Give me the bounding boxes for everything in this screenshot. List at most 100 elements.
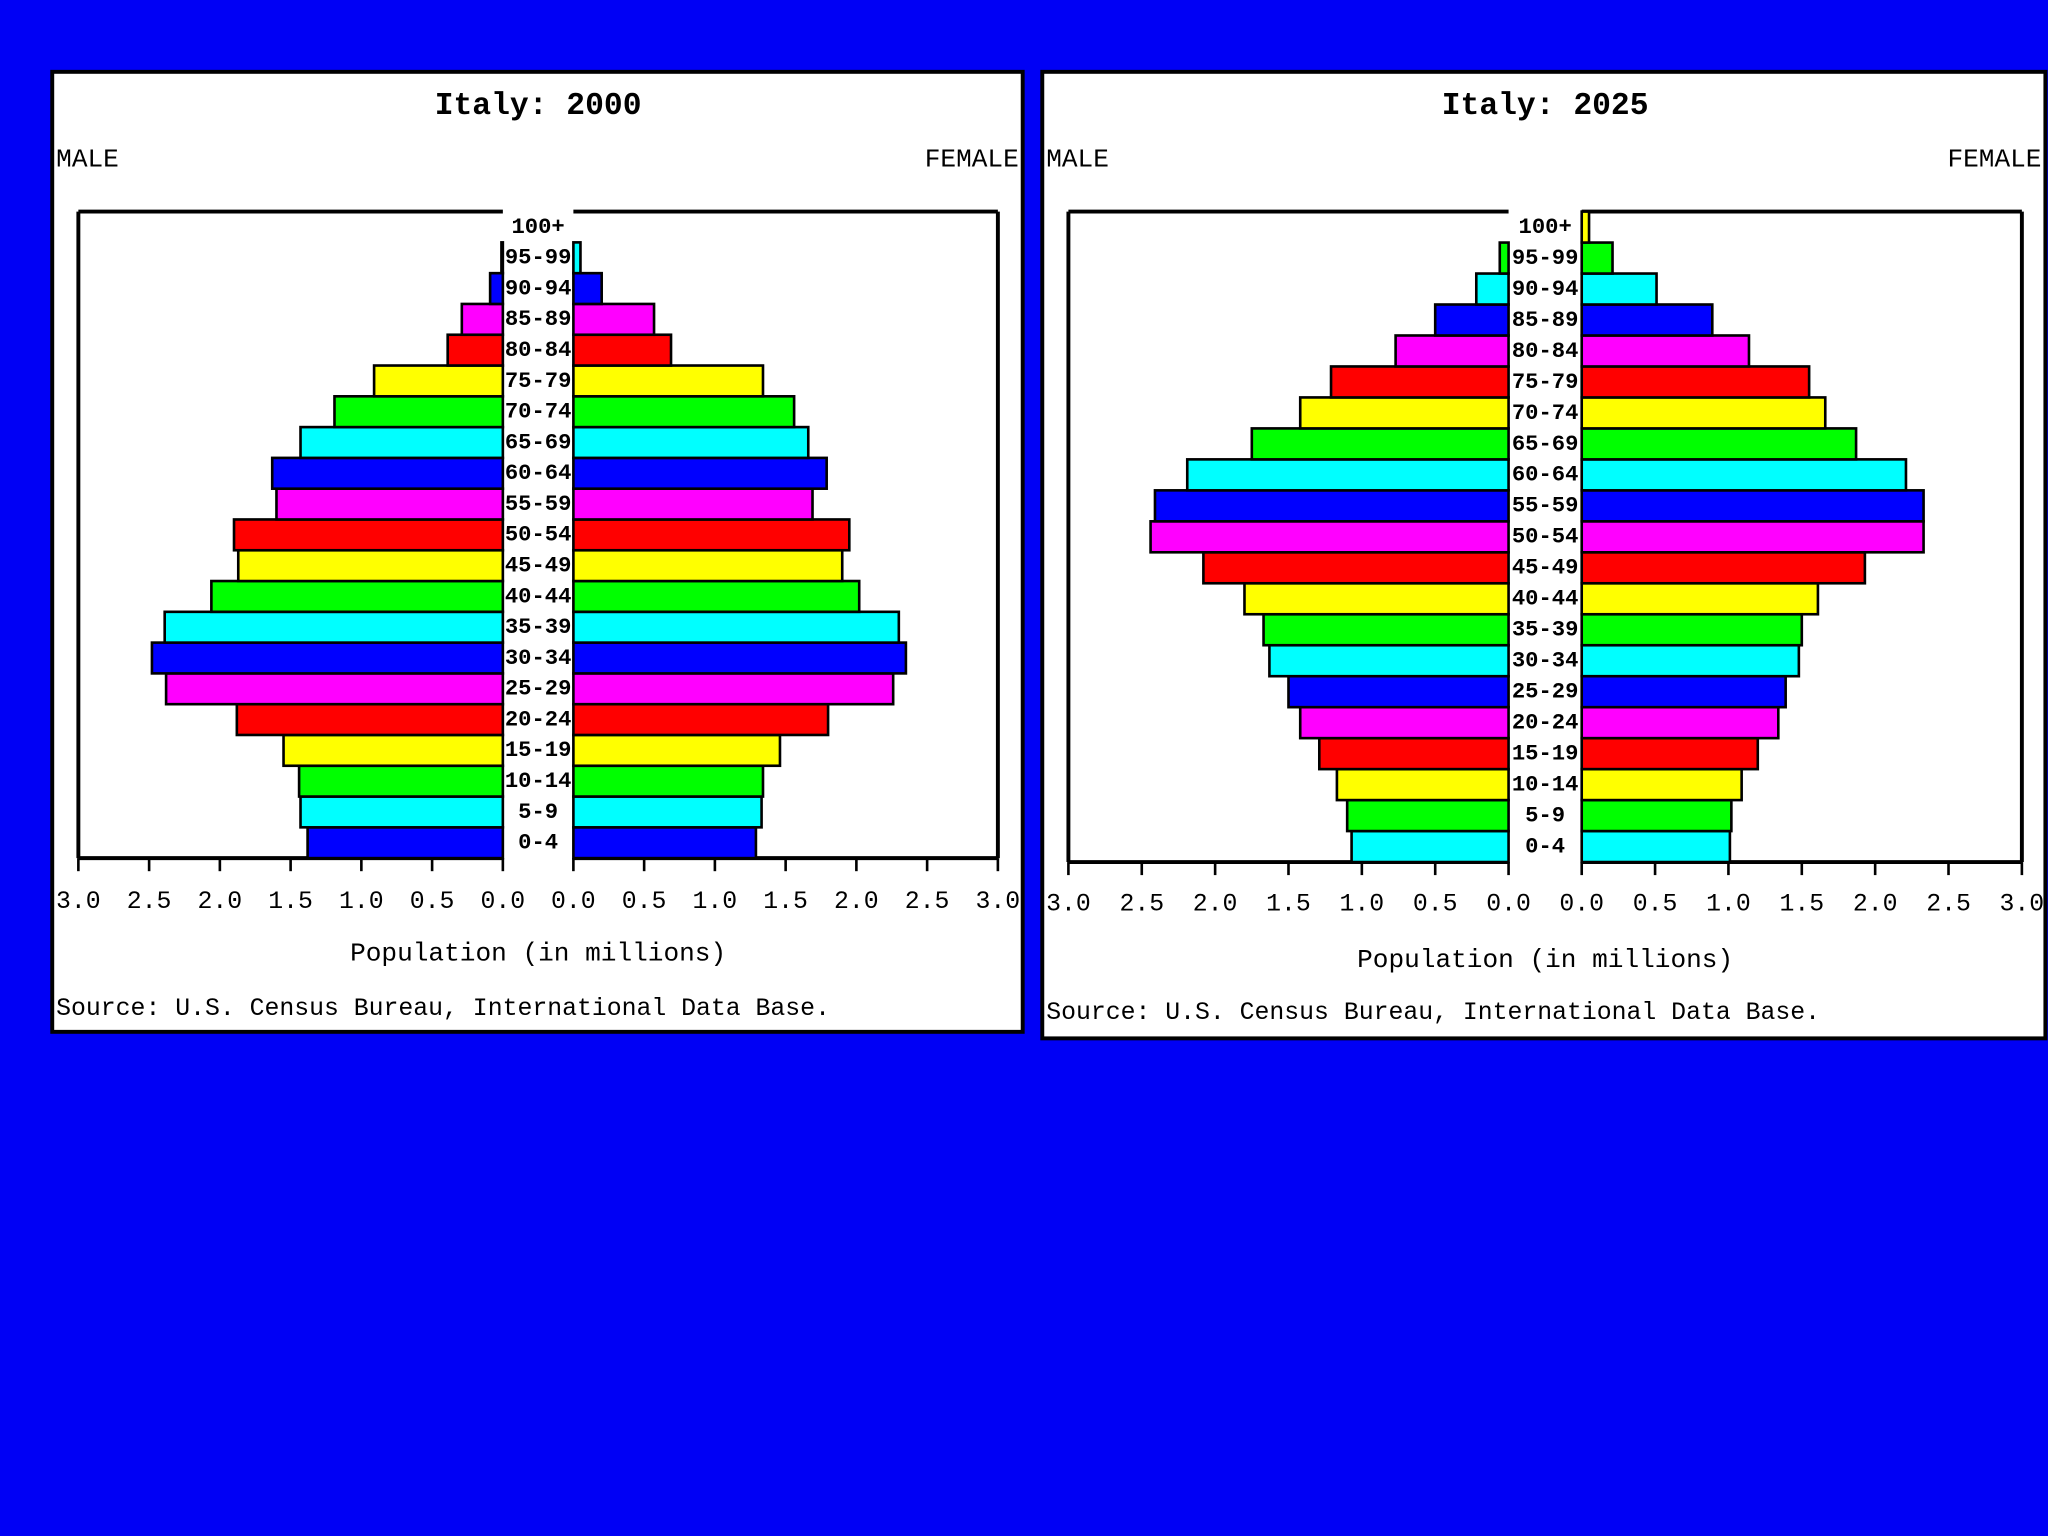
age-label: 25-29 bbox=[1512, 680, 1579, 705]
age-label: 40-44 bbox=[505, 584, 572, 609]
female-bar bbox=[1580, 643, 1801, 678]
female-tick-label: 2.0 bbox=[1853, 890, 1898, 918]
female-bar bbox=[1580, 396, 1827, 430]
female-bar bbox=[1580, 272, 1658, 306]
male-bar bbox=[1345, 798, 1510, 833]
male-label: MALE bbox=[1046, 144, 1109, 174]
age-label: 100+ bbox=[511, 215, 564, 240]
age-label: 65-69 bbox=[1512, 432, 1579, 457]
age-label: 35-39 bbox=[505, 615, 572, 640]
female-tick-label: 2.5 bbox=[1926, 890, 1971, 918]
age-label: 80-84 bbox=[505, 338, 572, 363]
female-bar bbox=[572, 795, 763, 829]
female-tick-label: 1.5 bbox=[763, 888, 808, 916]
male-bar bbox=[282, 733, 505, 768]
male-tick-label: 1.5 bbox=[268, 888, 313, 916]
male-tick-label: 1.0 bbox=[339, 888, 384, 916]
female-tick-label: 3.0 bbox=[2000, 890, 2045, 918]
age-label: 95-99 bbox=[505, 246, 572, 271]
female-bar bbox=[1580, 798, 1733, 833]
male-bar bbox=[1350, 829, 1510, 864]
x-axis-label: Population (in millions) bbox=[350, 938, 726, 968]
age-label: 65-69 bbox=[505, 430, 572, 455]
age-label: 20-24 bbox=[1512, 711, 1579, 736]
age-label: 85-89 bbox=[505, 307, 572, 332]
female-bar bbox=[572, 271, 603, 306]
male-bar bbox=[235, 702, 505, 737]
male-bar bbox=[1153, 489, 1510, 523]
male-tick-label: 0.5 bbox=[1413, 890, 1458, 918]
male-tick-label: 2.5 bbox=[127, 888, 172, 916]
age-label: 90-94 bbox=[505, 276, 572, 301]
female-tick-label: 0.0 bbox=[551, 888, 596, 916]
age-label: 70-74 bbox=[505, 400, 572, 425]
chart-title: Italy: 2000 bbox=[435, 89, 642, 124]
male-bar bbox=[150, 641, 505, 675]
age-label: 75-79 bbox=[1512, 370, 1579, 395]
female-bar bbox=[1580, 365, 1811, 399]
female-bar bbox=[1580, 458, 1908, 492]
female-label: FEMALE bbox=[1947, 144, 2041, 174]
female-bar bbox=[572, 672, 895, 706]
age-label: 5-9 bbox=[518, 800, 558, 825]
male-tick-label: 1.0 bbox=[1340, 890, 1385, 918]
male-bar bbox=[299, 795, 505, 829]
age-label: 80-84 bbox=[1512, 339, 1579, 364]
male-bar bbox=[163, 610, 505, 644]
age-label: 50-54 bbox=[505, 523, 572, 548]
female-bar bbox=[1580, 674, 1787, 709]
age-label: 60-64 bbox=[1512, 463, 1579, 488]
female-bar bbox=[572, 456, 828, 490]
male-bar bbox=[236, 548, 505, 583]
male-label: MALE bbox=[56, 144, 119, 174]
age-label: 40-44 bbox=[1512, 587, 1579, 612]
female-tick-label: 0.5 bbox=[622, 888, 667, 916]
female-bar bbox=[1580, 550, 1867, 585]
male-bar bbox=[164, 672, 505, 706]
age-label: 35-39 bbox=[1512, 618, 1579, 643]
female-bar bbox=[1580, 489, 1925, 523]
age-label: 95-99 bbox=[1512, 246, 1579, 271]
female-tick-label: 2.5 bbox=[905, 888, 950, 916]
age-label: 85-89 bbox=[1512, 308, 1579, 333]
male-bar bbox=[1394, 334, 1510, 368]
age-label: 30-34 bbox=[505, 646, 572, 671]
age-label: 5-9 bbox=[1525, 803, 1565, 828]
male-bar bbox=[299, 425, 505, 460]
female-bar bbox=[572, 302, 656, 337]
age-label: 45-49 bbox=[505, 554, 572, 579]
female-tick-label: 1.5 bbox=[1779, 890, 1824, 918]
female-bar bbox=[572, 518, 851, 552]
male-tick-label: 0.0 bbox=[1486, 890, 1531, 918]
female-bar bbox=[1580, 705, 1780, 740]
male-tick-label: 3.0 bbox=[1046, 890, 1091, 918]
age-label: 100+ bbox=[1519, 215, 1572, 240]
age-label: 15-19 bbox=[1512, 741, 1579, 766]
male-tick-label: 1.5 bbox=[1266, 890, 1311, 918]
age-label: 20-24 bbox=[505, 707, 572, 732]
male-bar bbox=[1262, 612, 1510, 647]
male-tick-label: 2.0 bbox=[198, 888, 243, 916]
male-bar bbox=[275, 487, 505, 521]
age-label: 10-14 bbox=[1512, 772, 1579, 797]
male-tick-label: 3.0 bbox=[56, 888, 101, 916]
male-bar bbox=[232, 518, 505, 552]
male-bar bbox=[500, 241, 505, 275]
female-tick-label: 0.5 bbox=[1633, 890, 1678, 918]
male-bar bbox=[210, 579, 505, 614]
age-label: 0-4 bbox=[518, 831, 558, 856]
male-tick-label: 0.0 bbox=[481, 888, 526, 916]
age-label: 45-49 bbox=[1512, 556, 1579, 581]
panel bbox=[50, 69, 1025, 1034]
male-bar bbox=[1287, 674, 1510, 709]
male-bar bbox=[460, 302, 505, 337]
male-bar bbox=[1202, 550, 1510, 585]
female-bar bbox=[572, 764, 765, 798]
female-label: FEMALE bbox=[925, 144, 1019, 174]
female-bar bbox=[1580, 767, 1743, 802]
female-tick-label: 0.0 bbox=[1559, 890, 1604, 918]
male-bar bbox=[1298, 705, 1510, 740]
female-tick-label: 1.0 bbox=[1706, 890, 1751, 918]
female-bar bbox=[1580, 581, 1820, 616]
